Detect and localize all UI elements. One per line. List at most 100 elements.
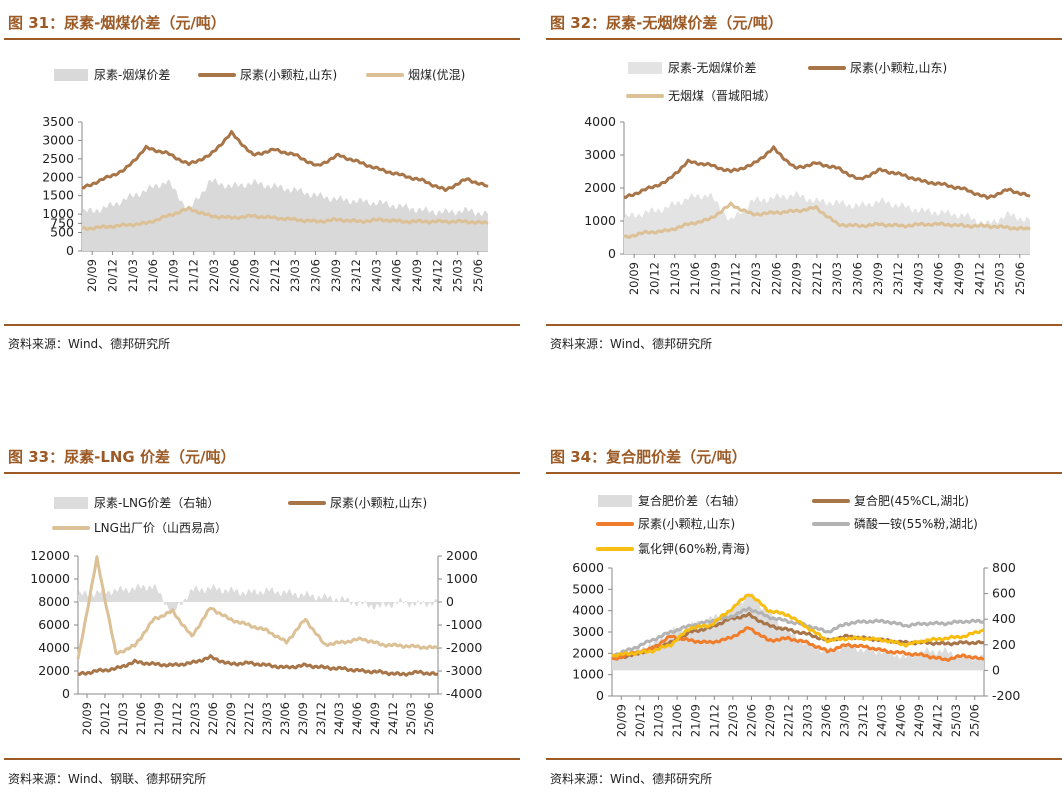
series-area — [624, 190, 1030, 254]
legend-swatch — [628, 62, 662, 74]
y-tick-label: 500 — [50, 225, 74, 240]
x-tick-label: 25/03 — [949, 704, 963, 737]
chart-title: 图 34：复合肥价差（元/吨） — [550, 448, 747, 466]
x-tick-label: 24/03 — [369, 259, 383, 292]
y-tick-label: 6000 — [572, 560, 604, 575]
x-tick-label: 21/03 — [652, 704, 666, 737]
x-tick-label: 22/09 — [763, 704, 777, 737]
x-tick-label: 21/12 — [170, 702, 184, 735]
y2-tick-label: -2000 — [446, 640, 482, 655]
x-tick-label: 21/03 — [116, 702, 130, 735]
y2-tick-label: 200 — [992, 637, 1016, 652]
chart-title: 图 32：尿素-无烟煤价差（元/吨） — [550, 14, 783, 32]
source-text: Wind、德邦研究所 — [68, 337, 171, 351]
x-tick-label: 24/12 — [386, 702, 400, 735]
legend-label: 尿素(小颗粒,山东) — [638, 516, 735, 531]
x-tick-label: 24/06 — [893, 704, 907, 737]
y2-tick-label: 800 — [992, 560, 1016, 575]
x-tick-label: 22/06 — [227, 259, 241, 292]
y-tick-label: 6000 — [38, 617, 70, 632]
x-tick-label: 22/12 — [268, 259, 282, 292]
source-text: Wind、钢联、德邦研究所 — [68, 772, 207, 786]
title-rule — [4, 38, 520, 40]
x-tick-label: 21/09 — [708, 262, 722, 295]
x-tick-label: 23/09 — [296, 702, 310, 735]
x-tick-label: 24/03 — [332, 702, 346, 735]
y2-tick-label: 0 — [992, 662, 1000, 677]
x-tick-label: 22/09 — [790, 262, 804, 295]
x-tick-label: 22/03 — [207, 259, 221, 292]
x-tick-label: 25/03 — [993, 262, 1007, 295]
x-tick-label: 25/06 — [471, 259, 485, 292]
x-tick-label: 21/12 — [729, 262, 743, 295]
y2-tick-label: 2000 — [446, 548, 478, 563]
source-label: 资料来源： — [550, 772, 611, 786]
y-tick-label: 2000 — [38, 663, 70, 678]
x-tick-label: 20/12 — [98, 702, 112, 735]
x-tick-label: 20/12 — [105, 259, 119, 292]
series-line — [623, 145, 1031, 200]
x-tick-label: 25/06 — [422, 702, 436, 735]
legend-label: 尿素-LNG价差（右轴） — [94, 495, 219, 510]
y-tick-label: 4000 — [38, 640, 70, 655]
x-tick-label: 25/03 — [404, 702, 418, 735]
x-tick-label: 24/12 — [972, 262, 986, 295]
x-tick-label: 23/06 — [278, 702, 292, 735]
x-tick-label: 20/09 — [85, 259, 99, 292]
legend-swatch — [54, 69, 88, 81]
x-tick-label: 22/03 — [726, 704, 740, 737]
legend-label: 尿素(小颗粒,山东) — [330, 495, 427, 510]
source-rule — [4, 758, 520, 760]
x-tick-label: 22/03 — [188, 702, 202, 735]
chart-title: 图 31：尿素-烟煤价差（元/吨） — [8, 14, 226, 32]
x-tick-label: 20/09 — [614, 704, 628, 737]
x-tick-label: 23/06 — [308, 259, 322, 292]
x-tick-label: 24/06 — [390, 259, 404, 292]
x-tick-label: 23/09 — [838, 704, 852, 737]
x-tick-label: 24/06 — [932, 262, 946, 295]
source-note: 资料来源：Wind、德邦研究所 — [8, 335, 170, 352]
x-tick-label: 22/12 — [242, 702, 256, 735]
y-tick-label: 2000 — [42, 169, 74, 184]
x-tick-label: 22/12 — [810, 262, 824, 295]
x-tick-label: 24/09 — [952, 262, 966, 295]
x-tick-label: 24/03 — [911, 262, 925, 295]
series-line — [623, 201, 1031, 239]
x-tick-label: 22/06 — [206, 702, 220, 735]
legend-label: 尿素(小颗粒,山东) — [240, 67, 337, 82]
y-tick-label: 3000 — [572, 624, 604, 639]
y-tick-label: 10000 — [30, 571, 70, 586]
x-tick-label: 22/06 — [745, 704, 759, 737]
x-tick-label: 24/09 — [912, 704, 926, 737]
x-tick-label: 24/12 — [430, 259, 444, 292]
x-tick-label: 21/06 — [688, 262, 702, 295]
y-tick-label: 0 — [66, 243, 74, 258]
series-line — [611, 626, 985, 662]
x-tick-label: 23/09 — [329, 259, 343, 292]
x-tick-label: 21/09 — [689, 704, 703, 737]
y2-tick-label: -200 — [992, 688, 1020, 703]
legend-label: LNG出厂价（山西易高） — [94, 520, 227, 535]
y2-tick-label: 400 — [992, 611, 1016, 626]
y-tick-label: 1000 — [584, 213, 616, 228]
x-tick-label: 22/12 — [782, 704, 796, 737]
x-tick-label: 21/06 — [134, 702, 148, 735]
title-rule — [4, 472, 520, 474]
chart-title: 图 33：尿素-LNG 价差（元/吨） — [8, 448, 236, 466]
chart-panel-33: 图 33：尿素-LNG 价差（元/吨） 尿素-LNG价差（右轴） 尿素(小颗粒,山… — [4, 434, 522, 802]
x-tick-label: 21/12 — [187, 259, 201, 292]
x-tick-label: 23/03 — [830, 262, 844, 295]
y-tick-label: 1000 — [572, 667, 604, 682]
source-rule — [546, 324, 1062, 326]
y2-tick-label: 1000 — [446, 571, 478, 586]
x-tick-label: 23/03 — [800, 704, 814, 737]
x-tick-label: 24/12 — [931, 704, 945, 737]
x-tick-label: 24/09 — [410, 259, 424, 292]
y-tick-label: 4000 — [572, 603, 604, 618]
x-tick-label: 22/03 — [749, 262, 763, 295]
source-note: 资料来源：Wind、德邦研究所 — [550, 335, 712, 352]
series-line — [81, 205, 489, 232]
x-tick-label: 20/09 — [627, 262, 641, 295]
series-line — [77, 654, 439, 677]
